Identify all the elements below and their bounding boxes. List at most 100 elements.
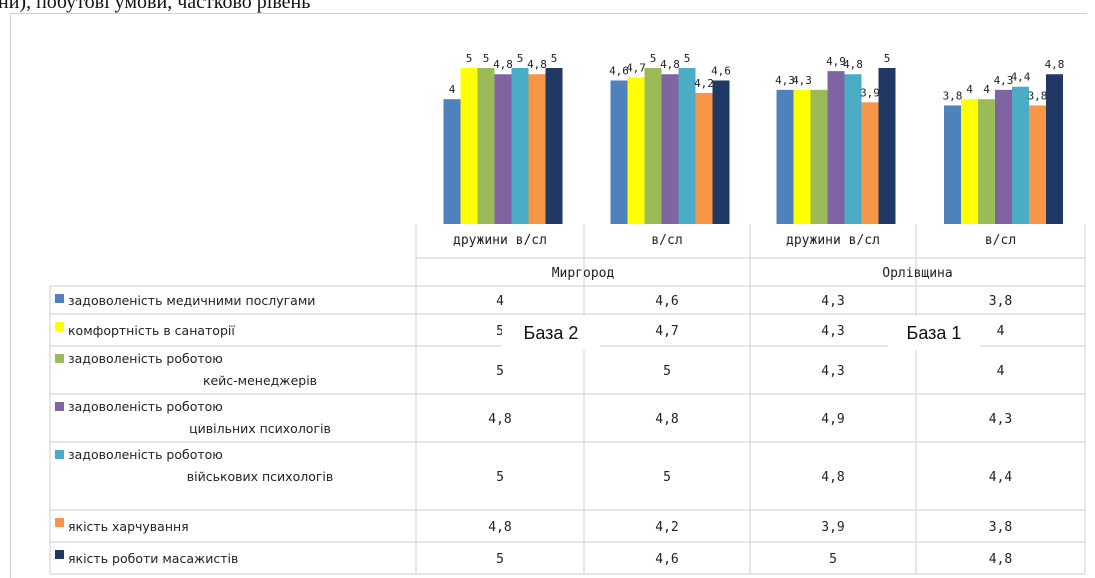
- bar: [1012, 86, 1029, 224]
- bar: [528, 74, 546, 225]
- data-label: 4,3: [792, 74, 812, 87]
- data-label: 4,8: [660, 58, 680, 71]
- bar: [610, 80, 628, 224]
- data-label: 4,3: [775, 74, 795, 87]
- table-cell: 4,3: [989, 412, 1012, 427]
- table-cell: 5: [496, 470, 504, 485]
- legend-label: якість роботи масажистів: [68, 551, 238, 566]
- data-label: 5: [517, 52, 524, 65]
- table-cell: 5: [496, 364, 504, 379]
- legend-swatch: [55, 322, 64, 331]
- tick-label: в/сл: [985, 233, 1016, 248]
- data-label: 4,3: [994, 74, 1014, 87]
- legend-label: задоволеність роботою: [68, 351, 223, 366]
- bar: [545, 68, 563, 224]
- data-label: 3,8: [1028, 89, 1048, 102]
- bar: [460, 68, 478, 224]
- data-label: 5: [483, 52, 490, 65]
- table-cell: 5: [496, 552, 504, 567]
- tick-label: дружини в/сл: [453, 233, 547, 248]
- frame-top-border: [10, 13, 1087, 14]
- legend-swatch: [55, 450, 64, 459]
- legend-swatch: [55, 354, 64, 363]
- table-cell: 4,8: [989, 552, 1012, 567]
- data-label: 4: [966, 83, 973, 96]
- table-cell: 4,3: [821, 294, 844, 309]
- table-cell: 5: [663, 470, 671, 485]
- bar: [661, 74, 679, 225]
- table-cell: 4,2: [655, 520, 678, 535]
- data-label: 4,8: [1045, 58, 1065, 71]
- table-cell: 4: [997, 324, 1005, 339]
- legend-label: комфортність в санаторії: [68, 323, 235, 338]
- data-label: 5: [884, 52, 891, 65]
- legend-swatch: [55, 402, 64, 411]
- bar: [827, 71, 845, 225]
- tick-label: дружини в/сл: [786, 233, 880, 248]
- table-cell: 3,9: [821, 520, 844, 535]
- bar: [944, 105, 961, 224]
- data-label: 5: [650, 52, 657, 65]
- bar: [443, 99, 461, 224]
- table-cell: 4,3: [821, 324, 844, 339]
- data-label: 4,4: [1011, 71, 1031, 84]
- data-label: 4,9: [826, 55, 846, 68]
- bar: [844, 74, 862, 225]
- data-label: 3,9: [860, 86, 880, 99]
- bar: [1046, 74, 1063, 225]
- group-label: Миргород: [552, 266, 615, 281]
- table-cell: 3,8: [989, 294, 1012, 309]
- table-cell: 4,4: [989, 470, 1013, 485]
- bar: [712, 80, 730, 224]
- table-cell: 4,6: [655, 552, 678, 567]
- data-label: 3,8: [943, 89, 963, 102]
- group-label: Орлівщина: [882, 266, 952, 281]
- legend-label: військових психологів: [187, 469, 334, 484]
- table-cell: 4,7: [655, 324, 678, 339]
- bar: [776, 89, 794, 224]
- table-cell: 4: [997, 364, 1005, 379]
- data-label: 4,6: [609, 64, 629, 77]
- data-label: 4,8: [527, 58, 547, 71]
- data-label: 4: [983, 83, 990, 96]
- overlay-label-base-1: База 1: [888, 316, 980, 350]
- bar: [644, 68, 662, 224]
- bar: [511, 68, 529, 224]
- bar: [477, 68, 495, 224]
- legend-label: якість харчування: [68, 519, 189, 534]
- table-cell: 5: [829, 552, 837, 567]
- bar: [861, 102, 879, 224]
- legend-label: задоволеність роботою: [68, 447, 223, 462]
- table-cell: 4,6: [655, 294, 678, 309]
- table-cell: 3,8: [989, 520, 1012, 535]
- data-label: 4: [449, 83, 456, 96]
- legend-swatch: [55, 294, 64, 303]
- bar: [627, 77, 645, 224]
- legend-label: кейс-менеджерів: [203, 373, 317, 388]
- bar: [810, 89, 828, 224]
- legend-label: цивільних психологів: [189, 421, 331, 436]
- data-label: 5: [684, 52, 691, 65]
- data-label: 4,8: [843, 58, 863, 71]
- data-label: 5: [466, 52, 473, 65]
- bar: [695, 92, 713, 225]
- table-cell: 5: [663, 364, 671, 379]
- table-cell: 4,3: [821, 364, 844, 379]
- table-cell: 4,8: [488, 412, 511, 427]
- table-cell: 4,8: [488, 520, 511, 535]
- bar: [1029, 105, 1046, 224]
- data-label: 4,7: [626, 61, 646, 74]
- bar: [494, 74, 512, 225]
- frame-left-border: [10, 13, 11, 578]
- bar: [961, 99, 978, 224]
- table-cell: 4,8: [655, 412, 678, 427]
- table-cell: 4,8: [821, 470, 844, 485]
- bar: [995, 89, 1012, 224]
- data-label: 4,8: [493, 58, 513, 71]
- legend-label: задоволеність медичними послугами: [68, 293, 315, 308]
- bar: [793, 89, 811, 224]
- data-label: 5: [551, 52, 558, 65]
- table-cell: 4: [496, 294, 504, 309]
- table-cell: 5: [496, 324, 504, 339]
